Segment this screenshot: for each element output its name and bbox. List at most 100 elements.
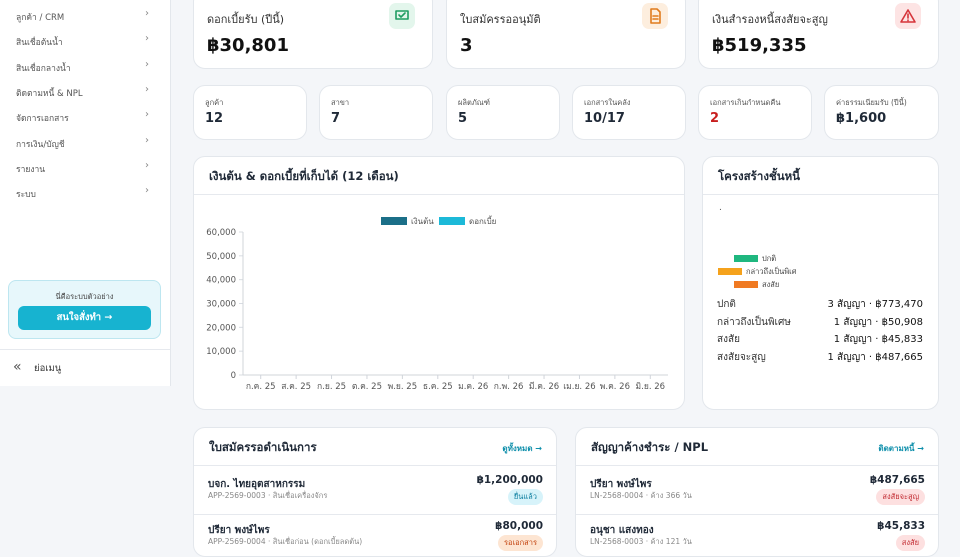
menu-item[interactable]: สินเชื่อต้นน้ำ <box>16 38 63 49</box>
status-badge: รอเอกสาร <box>498 535 543 551</box>
chevron[interactable]: › <box>145 109 149 121</box>
promo-button[interactable]: สนใจสั่งทำ → <box>18 306 151 330</box>
status-badge: สงสัย <box>895 535 925 551</box>
divider <box>576 465 938 466</box>
x-tick-label: ธ.ค. 25 <box>423 382 453 392</box>
row-amount: ฿487,665 <box>869 474 925 486</box>
stat-card: สาขา 7 <box>319 85 433 140</box>
stat-value: 5 <box>458 111 468 126</box>
debt-value: 1 สัญญา · ฿487,665 <box>827 351 923 363</box>
x-tick-label: เม.ย. 26 <box>563 382 595 392</box>
kpi-value: ฿519,335 <box>712 35 807 56</box>
stat-value: 10/17 <box>584 111 625 126</box>
stat-label: เอกสารเกินกำหนดคืน <box>710 98 781 107</box>
panel-link[interactable]: ดูทั้งหมด → <box>502 444 542 453</box>
kpi-card: เงินสำรองหนี้สงสัยจะสูญ ฿519,335 <box>698 0 939 69</box>
kpi-icon <box>389 3 415 29</box>
panel-link[interactable]: ติดตามหนี้ → <box>878 444 924 453</box>
y-tick-label: 20,000 <box>206 323 236 333</box>
legend-label: กล่าวถึงเป็นพิเศษ <box>746 267 796 276</box>
panel-title: ใบสมัครรอดำเนินการ <box>209 440 317 454</box>
x-tick-label: ก.ย. 25 <box>317 382 346 392</box>
legend-label: เงินต้น <box>411 217 434 226</box>
chevron[interactable]: › <box>145 33 149 45</box>
row-name: บจก. ไทยอุตสาหกรรม <box>208 479 306 490</box>
chevron[interactable]: › <box>145 83 149 95</box>
y-tick-label: 60,000 <box>206 228 236 238</box>
kpi-label: ใบสมัครรออนุมัติ <box>460 13 541 26</box>
menu-item[interactable]: รายงาน <box>16 164 46 175</box>
chevron[interactable]: › <box>145 134 149 146</box>
debt-panel: โครงสร้างชั้นหนี้ . ปกติ กล่าวถึงเป็นพิเศ… <box>702 156 939 410</box>
debt-value: 1 สัญญา · ฿50,908 <box>833 316 923 328</box>
chart: 0 10,000 20,000 30,000 40,000 50,000 60,000 ก.ค… <box>206 215 668 392</box>
x-tick-label: พ.ย. 25 <box>388 382 418 392</box>
list-panel: ใบสมัครรอดำเนินการ ดูทั้งหมด → บจก. ไทยอุต… <box>193 427 557 557</box>
debt-label: สงสัย <box>717 334 740 345</box>
row-detail: LN-2568-0004 · ค้าง 366 วัน <box>590 491 692 500</box>
row-amount: ฿45,833 <box>877 520 925 532</box>
stat-card: ลูกค้า 12 <box>193 85 307 140</box>
stat-value: 7 <box>331 111 341 126</box>
debt-mark: . <box>719 203 722 213</box>
chevron[interactable]: › <box>145 159 149 171</box>
divider <box>194 514 556 515</box>
x-tick-label: ต.ค. 25 <box>352 382 382 392</box>
debt-label: ปกติ <box>717 299 736 310</box>
menu-item[interactable]: การเงิน/บัญชี <box>16 139 65 150</box>
x-tick-label: ก.ค. 25 <box>246 382 276 392</box>
divider <box>703 194 938 195</box>
x-tick-label: ม.ค. 26 <box>458 382 488 392</box>
legend-swatch <box>734 281 758 288</box>
y-tick-label: 0 <box>231 371 236 381</box>
kpi-value: 3 <box>460 35 473 56</box>
stat-card: เอกสารในคลัง 10/17 <box>572 85 686 140</box>
x-tick-label: ก.พ. 26 <box>494 382 524 392</box>
promo-box: นี่คือระบบตัวอย่าง สนใจสั่งทำ → <box>8 280 161 339</box>
menu-item[interactable]: ระบบ <box>16 190 36 201</box>
stat-label: ค่าธรรมเนียมรับ (ปีนี้) <box>836 98 907 107</box>
kpi-value: ฿30,801 <box>207 35 289 56</box>
kpi-label: ดอกเบี้ยรับ (ปีนี้) <box>207 13 285 26</box>
icon <box>650 8 661 24</box>
stat-label: เอกสารในคลัง <box>584 98 631 107</box>
menu-item[interactable]: จัดการเอกสาร <box>16 114 69 125</box>
y-tick-label: 10,000 <box>206 347 236 357</box>
chevron[interactable]: › <box>145 8 149 19</box>
collapse-label[interactable]: ย่อเมนู <box>34 363 62 374</box>
chevron[interactable]: › <box>145 185 149 197</box>
stat-label: ลูกค้า <box>205 98 224 107</box>
stat-card: เอกสารเกินกำหนดคืน 2 <box>698 85 812 140</box>
chevron[interactable]: › <box>145 58 149 70</box>
menu-item[interactable]: ติดตามหนี้ & NPL <box>16 88 83 99</box>
promo-text: นี่คือระบบตัวอย่าง <box>55 292 114 301</box>
y-tick-label: 30,000 <box>206 300 236 310</box>
legend-swatch <box>718 268 742 275</box>
row-name: ปรียา พงษ์ไพร <box>208 525 270 536</box>
legend-swatch <box>381 217 407 225</box>
sidebar: นี่คือระบบตัวอย่าง สนใจสั่งทำ → « ย่อเมน… <box>0 0 171 386</box>
y-tick-label: 50,000 <box>206 252 236 262</box>
kpi-card: ใบสมัครรออนุมัติ 3 <box>446 0 686 69</box>
legend-label: สงสัย <box>762 280 780 288</box>
row-detail: APP-2569-0004 · สินเชื่อก่อน (ดอกเบี้ยลด… <box>208 537 363 546</box>
stat-card: ผลิตภัณฑ์ 5 <box>446 85 560 140</box>
stat-card: ค่าธรรมเนียมรับ (ปีนี้) ฿1,600 <box>824 85 939 140</box>
menu-item[interactable]: ลูกค้า / CRM <box>16 13 65 23</box>
list-panel: สัญญาค้างชำระ / NPL ติดตามหนี้ → ปรียา พงษ… <box>575 427 939 557</box>
kpi-icon <box>895 3 921 29</box>
status-badge: สงสัยจะสูญ <box>876 489 925 505</box>
body: นี่คือระบบตัวอย่าง สนใจสั่งทำ → « ย่อเมน… <box>0 0 939 557</box>
icon <box>900 9 916 23</box>
chart-panel: เงินต้น & ดอกเบี้ยที่เก็บได้ (12 เดือน) … <box>193 156 685 410</box>
x-tick-label: พ.ค. 26 <box>600 382 630 392</box>
row-amount: ฿80,000 <box>495 520 543 532</box>
stat-label: ผลิตภัณฑ์ <box>458 98 490 107</box>
page: Dashboard { "sidebar": { "menu": ["ลูกค้… <box>0 0 939 557</box>
menu-item[interactable]: สินเชื่อกลางน้ำ <box>16 63 71 74</box>
debt-label: กล่าวถึงเป็นพิเศษ <box>717 316 791 328</box>
legend-label: ปกติ <box>762 254 777 263</box>
row-name: อนุชา แสงทอง <box>590 525 654 536</box>
collapse-icon[interactable]: « <box>13 359 22 375</box>
kpi-icon <box>642 3 668 29</box>
